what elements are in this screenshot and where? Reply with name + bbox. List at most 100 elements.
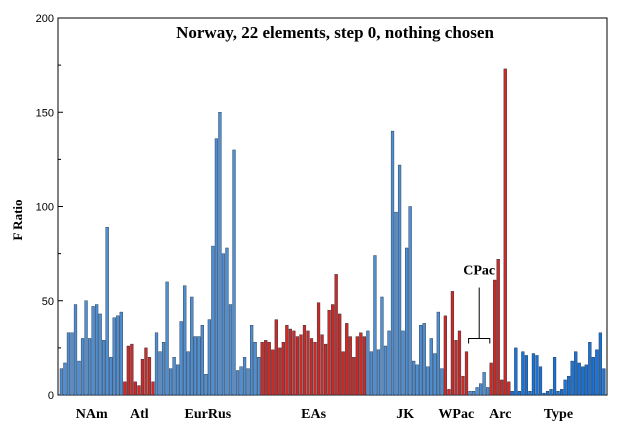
- bar: [285, 325, 289, 396]
- bar: [475, 387, 479, 396]
- bar: [542, 392, 546, 396]
- bar: [581, 366, 585, 396]
- bar: [250, 325, 254, 396]
- bar: [327, 309, 331, 396]
- y-axis: 0 50 100 150 200: [36, 13, 63, 402]
- bar: [373, 255, 377, 396]
- group-label: EAs: [301, 407, 326, 422]
- bar: [232, 149, 236, 396]
- bar: [510, 391, 514, 396]
- bar: [450, 291, 455, 396]
- bar: [447, 389, 451, 396]
- bar: [168, 368, 173, 396]
- bar: [102, 340, 106, 396]
- bar: [302, 325, 307, 396]
- bar: [489, 362, 493, 396]
- bar: [602, 368, 606, 396]
- bar: [486, 387, 490, 396]
- bar: [299, 334, 303, 396]
- bar: [183, 285, 187, 396]
- bar: [130, 343, 134, 396]
- bar: [126, 345, 130, 396]
- bar: [443, 315, 447, 396]
- bar: [560, 389, 564, 396]
- bar: [190, 296, 194, 396]
- bar: [105, 227, 109, 396]
- bar: [362, 336, 366, 396]
- bar: [133, 381, 137, 396]
- bar: [119, 311, 123, 396]
- bar: [545, 391, 550, 396]
- bar: [380, 296, 384, 396]
- bar: [390, 130, 395, 396]
- bar: [419, 325, 423, 396]
- bar: [549, 389, 553, 396]
- bar: [454, 340, 458, 396]
- bar: [478, 383, 483, 396]
- bar: [570, 360, 574, 396]
- bar: [260, 342, 264, 396]
- bar: [552, 357, 557, 396]
- bar: [109, 357, 113, 396]
- bar: [496, 259, 500, 396]
- bar: [436, 311, 440, 396]
- bar: [264, 340, 268, 396]
- bar: [535, 355, 539, 396]
- bar: [98, 313, 102, 396]
- group-label: JK: [396, 407, 414, 422]
- bar: [211, 245, 215, 396]
- cpac-bracket: [468, 337, 491, 344]
- bar: [281, 342, 285, 396]
- bar: [257, 357, 261, 396]
- bar: [63, 362, 67, 396]
- bar: [598, 332, 602, 396]
- bar: [288, 328, 292, 396]
- bar: [334, 274, 338, 396]
- bar: [228, 304, 233, 396]
- bar: [204, 374, 208, 396]
- y-tick-label: 0: [48, 390, 54, 402]
- bar: [397, 164, 402, 396]
- bar: [524, 355, 528, 396]
- y-tick-label: 50: [42, 296, 54, 308]
- bar: [313, 342, 317, 396]
- bar: [91, 306, 95, 396]
- bar: [186, 351, 190, 396]
- bar: [517, 391, 521, 396]
- bar: [408, 206, 412, 396]
- bar: [507, 381, 511, 396]
- bar: [320, 334, 324, 396]
- group-label: Arc: [489, 407, 511, 422]
- bar: [225, 247, 229, 396]
- bar: [70, 332, 74, 396]
- bar: [366, 330, 370, 396]
- bar: [563, 379, 567, 396]
- bar: [521, 351, 525, 396]
- bar: [158, 351, 162, 396]
- bar: [154, 332, 159, 396]
- cpac-annotation: CPac: [463, 263, 495, 278]
- bar: [239, 366, 243, 396]
- y-tick-label: 150: [36, 107, 54, 119]
- y-tick-label: 100: [36, 202, 54, 214]
- bar: [595, 349, 599, 396]
- bar: [84, 300, 88, 396]
- bar: [197, 336, 201, 396]
- group-label: Type: [544, 407, 573, 422]
- bar: [87, 338, 92, 396]
- bar: [415, 364, 419, 396]
- bar: [359, 332, 363, 396]
- bar: [556, 391, 560, 396]
- bar: [394, 211, 398, 396]
- bar: [574, 351, 578, 396]
- bar: [207, 319, 211, 396]
- bar: [295, 336, 300, 396]
- y-axis-label: F Ratio: [10, 199, 25, 240]
- bar: [271, 349, 275, 396]
- bar: [77, 360, 81, 396]
- bar: [123, 381, 127, 396]
- bar: [591, 357, 595, 396]
- bar: [387, 330, 391, 396]
- bar: [80, 338, 85, 396]
